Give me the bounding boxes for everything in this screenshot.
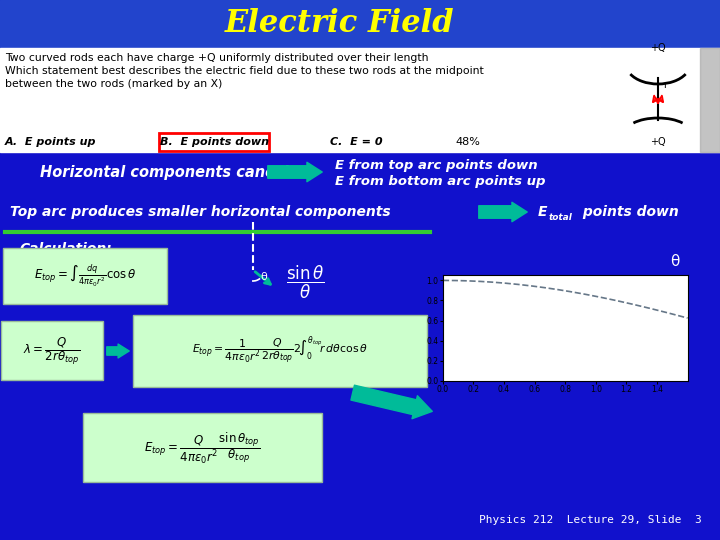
Text: $E_{top} = \dfrac{1}{4\pi\varepsilon_0 r^2}\dfrac{Q}{2r\theta_{top}}2\!\int_0^{\: $E_{top} = \dfrac{1}{4\pi\varepsilon_0 r…	[192, 335, 368, 367]
Text: r: r	[663, 80, 667, 90]
Text: $E_{top} = \int \frac{dq}{4\pi\varepsilon_0 r^2} \cos\theta$: $E_{top} = \int \frac{dq}{4\pi\varepsilo…	[34, 263, 136, 289]
FancyBboxPatch shape	[1, 321, 103, 380]
FancyBboxPatch shape	[133, 315, 427, 387]
Text: Calculation:: Calculation:	[20, 242, 113, 256]
FancyBboxPatch shape	[3, 248, 167, 304]
FancyBboxPatch shape	[83, 413, 322, 482]
Text: Electric Field: Electric Field	[225, 9, 455, 39]
Text: B.  E points down: B. E points down	[160, 137, 269, 147]
Text: E from top arc points down: E from top arc points down	[335, 159, 538, 172]
Text: $\dfrac{\sin\theta}{\theta}$: $\dfrac{\sin\theta}{\theta}$	[286, 264, 324, 301]
Bar	[700, 48, 720, 152]
Text: Top arc produces smaller horizontal components: Top arc produces smaller horizontal comp…	[10, 205, 391, 219]
Text: θ: θ	[670, 254, 680, 269]
FancyArrowPatch shape	[479, 202, 527, 222]
Text: $\lambda = \dfrac{Q}{2r\theta_{top}}$: $\lambda = \dfrac{Q}{2r\theta_{top}}$	[23, 335, 81, 367]
Text: Two curved rods each have charge +Q uniformly distributed over their length
Whic: Two curved rods each have charge +Q unif…	[5, 53, 484, 90]
Text: +Q: +Q	[650, 43, 666, 53]
Text: θ: θ	[260, 272, 266, 282]
FancyBboxPatch shape	[159, 133, 269, 151]
Text: 48%: 48%	[455, 137, 480, 147]
Text: Physics 212  Lecture 29, Slide  3: Physics 212 Lecture 29, Slide 3	[479, 515, 701, 525]
Bar	[600, 48, 720, 152]
Bar	[0, 48, 600, 152]
Text: Horizontal components cancel: Horizontal components cancel	[40, 165, 289, 179]
Text: A.  E points up: A. E points up	[5, 137, 96, 147]
Text: E: E	[538, 205, 547, 219]
FancyArrowPatch shape	[268, 163, 323, 182]
Text: +Q: +Q	[650, 137, 666, 147]
Text: total: total	[549, 213, 573, 222]
Bar	[0, 0, 720, 48]
Text: points down: points down	[578, 205, 679, 219]
FancyArrowPatch shape	[107, 344, 129, 358]
Text: $E_{top} = \dfrac{Q}{4\pi\varepsilon_0 r^2}\dfrac{\sin\theta_{top}}{\theta_{top}: $E_{top} = \dfrac{Q}{4\pi\varepsilon_0 r…	[144, 430, 260, 465]
FancyArrowPatch shape	[351, 385, 432, 418]
Text: E from bottom arc points up: E from bottom arc points up	[335, 176, 546, 188]
Text: C.  E = 0: C. E = 0	[330, 137, 382, 147]
